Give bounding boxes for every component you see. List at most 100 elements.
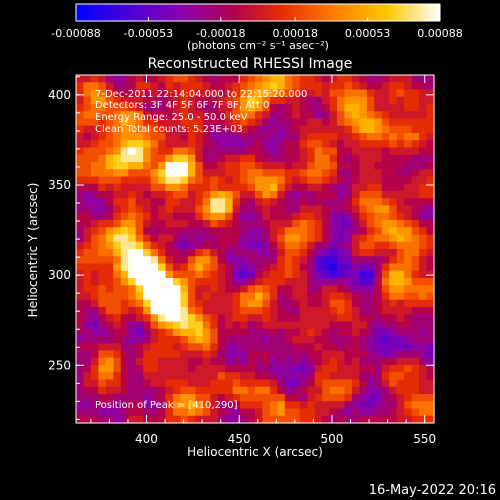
heatmap-cell — [374, 379, 383, 388]
heatmap-cell — [225, 89, 234, 98]
heatmap-cell — [329, 365, 338, 373]
heatmap-cell — [158, 89, 167, 98]
heatmap-cell — [262, 96, 271, 105]
heatmap-cell — [322, 372, 331, 381]
heatmap-cell — [240, 140, 249, 149]
heatmap-cell — [143, 125, 152, 134]
heatmap-cell — [90, 198, 99, 207]
heatmap-cell — [269, 336, 278, 344]
annotation-time: 7-Dec-2011 22:14:04.000 to 22:15:20.000 — [95, 89, 307, 100]
heatmap-cell — [202, 191, 211, 199]
heatmap-cell — [284, 162, 293, 170]
heatmap-cell — [128, 89, 137, 98]
heatmap-cell — [255, 408, 264, 417]
heatmap-cell — [158, 176, 167, 185]
heatmap-cell — [105, 169, 114, 178]
heatmap-cell — [299, 299, 308, 308]
heatmap-cell — [120, 154, 129, 163]
heatmap-cell — [284, 205, 293, 214]
heatmap-image — [76, 75, 435, 424]
heatmap-cell — [396, 169, 405, 178]
heatmap-cell — [240, 241, 249, 250]
heatmap-cell — [195, 350, 204, 359]
heatmap-cell — [419, 82, 428, 91]
heatmap-cell — [187, 96, 196, 105]
heatmap-cell — [195, 205, 204, 214]
heatmap-cell — [210, 234, 219, 243]
heatmap-cell — [329, 220, 338, 228]
heatmap-cell — [419, 415, 428, 424]
heatmap-cell — [329, 328, 338, 337]
heatmap-cell — [225, 299, 234, 308]
heatmap-cell — [240, 183, 249, 192]
heatmap-cell — [113, 343, 122, 352]
heatmap-cell — [143, 75, 152, 83]
heatmap-cell — [98, 111, 107, 120]
heatmap-cell — [292, 249, 301, 257]
heatmap-cell — [351, 285, 361, 294]
heatmap-cell — [128, 379, 137, 388]
heatmap-cell — [277, 154, 286, 163]
heatmap-cell — [269, 285, 278, 294]
heatmap-cell — [389, 372, 398, 381]
heatmap-cell — [240, 394, 249, 402]
heatmap-cell — [351, 111, 361, 120]
heatmap-cell — [210, 249, 219, 257]
heatmap-cell — [158, 154, 167, 163]
heatmap-cell — [143, 321, 152, 330]
heatmap-cell — [337, 263, 346, 272]
heatmap-cell — [202, 357, 211, 366]
heatmap-cell — [247, 89, 256, 98]
heatmap-cell — [284, 278, 293, 286]
heatmap-cell — [299, 162, 308, 170]
heatmap-cell — [292, 270, 301, 279]
heatmap-cell — [217, 394, 226, 402]
heatmap-cell — [277, 394, 286, 402]
heatmap-cell — [419, 321, 428, 330]
heatmap-cell — [262, 292, 271, 301]
heatmap-cell — [210, 321, 219, 330]
heatmap-cell — [195, 314, 204, 323]
heatmap-cell — [277, 270, 286, 279]
heatmap-cell — [389, 386, 398, 395]
heatmap-cell — [202, 285, 211, 294]
heatmap-cell — [374, 89, 383, 98]
heatmap-cell — [411, 336, 420, 344]
heatmap-cell — [90, 350, 99, 359]
heatmap-cell — [240, 249, 249, 257]
heatmap-cell — [98, 169, 107, 178]
heatmap-cell — [247, 408, 256, 417]
heatmap-cell — [366, 198, 375, 207]
heatmap-cell — [210, 169, 219, 178]
heatmap-cell — [269, 350, 278, 359]
heatmap-cell — [217, 278, 226, 286]
heatmap-cell — [105, 183, 114, 192]
heatmap-cell — [411, 307, 420, 315]
heatmap-cell — [83, 198, 92, 207]
heatmap-cell — [172, 147, 182, 156]
heatmap-cell — [232, 104, 241, 112]
heatmap-cell — [292, 212, 301, 221]
heatmap-cell — [404, 285, 413, 294]
heatmap-cell — [374, 227, 383, 236]
heatmap-cell — [255, 191, 264, 199]
heatmap-cell — [426, 394, 435, 402]
heatmap-cell — [359, 415, 368, 424]
heatmap-cell — [411, 343, 420, 352]
heatmap-cell — [307, 147, 316, 156]
heatmap-cell — [344, 365, 353, 373]
heatmap-cell — [232, 321, 241, 330]
heatmap-cell — [344, 162, 353, 170]
heatmap-cell — [255, 278, 264, 286]
heatmap-cell — [389, 147, 398, 156]
heatmap-cell — [165, 125, 174, 134]
heatmap-cell — [210, 357, 219, 366]
heatmap-cell — [292, 147, 301, 156]
heatmap-cell — [217, 408, 226, 417]
heatmap-cell — [76, 394, 85, 402]
heatmap-cell — [299, 408, 308, 417]
heatmap-cell — [389, 278, 398, 286]
heatmap-cell — [98, 75, 107, 83]
heatmap-cell — [374, 263, 383, 272]
heatmap-cell — [396, 270, 405, 279]
